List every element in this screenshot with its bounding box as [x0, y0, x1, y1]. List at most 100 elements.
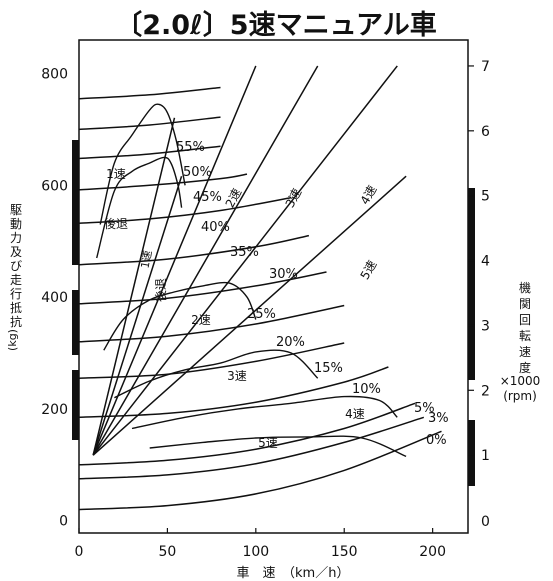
- grade-labels: 55% 50% 45% 40%35% 30% 25%20% 15% 10% 5%3% 0%: [176, 140, 449, 448]
- rpm-line: [92, 65, 398, 456]
- gear-label: 5速: [358, 258, 380, 282]
- grade-label: 0%: [426, 433, 447, 448]
- grade-label: 35%: [230, 245, 259, 260]
- x-tick-label: 150: [331, 544, 358, 560]
- driving-force-curve: [149, 435, 407, 458]
- y-axis-label-char: 力: [10, 231, 22, 245]
- y2-tick-labels: 1 2 3 4 5 6 7 0: [468, 59, 490, 530]
- y2-axis-label-char: 転: [519, 329, 531, 343]
- grade-label: 15%: [314, 361, 343, 376]
- right-axis-bar: [468, 420, 475, 486]
- left-axis-markers: [72, 140, 79, 440]
- left-axis-bar: [72, 140, 79, 265]
- right-axis-markers: [468, 188, 475, 486]
- grade-label: 5%: [414, 401, 435, 416]
- y2-tick-label: 1: [481, 448, 490, 464]
- chart-title: 〔2.0ℓ〕5速マニュアル車: [115, 10, 437, 41]
- grade-label: 3%: [428, 411, 449, 426]
- y2-axis-label-unit: ×1000: [500, 374, 541, 388]
- y-tick-label: 400: [41, 290, 68, 306]
- resistance-curve: [78, 304, 345, 343]
- left-axis-bar: [72, 370, 79, 440]
- resistance-curve: [78, 366, 389, 419]
- rpm-line: [92, 175, 183, 456]
- rpm-line: [92, 65, 319, 456]
- y2-axis-label-char: 回: [519, 313, 531, 327]
- y2-tick-label: 2: [481, 383, 490, 399]
- grade-label: 30%: [269, 267, 298, 282]
- y2-axis-label-char: 関: [519, 297, 531, 311]
- y-axis-label-char: 駆: [10, 203, 22, 217]
- y-axis-label-char: 走: [10, 273, 22, 287]
- driving-force-curve: [114, 349, 319, 399]
- rpm-line: [92, 65, 257, 456]
- resistance-curve: [78, 116, 221, 131]
- grade-label: 40%: [201, 220, 230, 235]
- gear-label: 後退: [104, 217, 128, 231]
- resistance-curve: [78, 430, 442, 511]
- y-axis-label-char: 抗: [10, 314, 22, 329]
- gear-label: 4速: [345, 407, 365, 421]
- gear-label: 後退: [154, 278, 168, 302]
- resistance-curve: [78, 196, 292, 225]
- grade-label: 50%: [183, 165, 212, 180]
- rpm-lines: [92, 65, 407, 456]
- y-tick-label: 200: [41, 402, 68, 418]
- grade-label: 20%: [276, 335, 305, 350]
- rpm-line: [92, 117, 176, 456]
- resistance-curve: [78, 86, 221, 100]
- x-axis-label: 車 速 （km／h）: [237, 566, 350, 581]
- y-axis-label-char: 行: [10, 287, 22, 301]
- x-tick-label: 200: [419, 544, 446, 560]
- gear-label: 5速: [258, 436, 278, 450]
- y-axis-label-unit: (kg): [6, 329, 19, 351]
- driving-force-curve: [96, 156, 183, 259]
- y2-axis-label-char: 速: [519, 345, 531, 359]
- y2-tick-label: 3: [481, 318, 490, 334]
- rpm-line: [92, 175, 407, 456]
- right-axis-bar: [468, 188, 475, 380]
- resistance-curve: [78, 145, 221, 160]
- resistance-curves: [78, 86, 442, 511]
- y-axis-label-char: 及: [10, 245, 22, 259]
- grade-label: 45%: [193, 190, 222, 205]
- y-tick-label: 600: [41, 178, 68, 194]
- gear-label: 2速: [191, 313, 211, 327]
- y-tick-labels: 0 200 400 600 800: [41, 67, 68, 530]
- resistance-curve: [78, 402, 416, 466]
- driving-force-curve: [131, 395, 398, 430]
- resistance-curve: [78, 416, 425, 480]
- resistance-curve: [78, 173, 248, 191]
- driving-force-curve: [99, 103, 186, 225]
- left-axis-bar: [72, 290, 79, 355]
- y-axis-label-char: 抵: [10, 301, 22, 315]
- y2-axis-label-char: 機: [519, 280, 531, 295]
- resistance-curve: [78, 271, 327, 305]
- resistance-curve: [78, 234, 310, 266]
- x-tick-label: 100: [242, 544, 269, 560]
- gear-label: 1速: [106, 167, 126, 181]
- grade-label: 55%: [176, 140, 205, 155]
- gear-label: 1速: [139, 249, 155, 269]
- x-tick-label: 0: [75, 544, 84, 560]
- y-axis-label-char: び: [10, 259, 22, 273]
- x-tick-labels: 0 50 100 150 200: [75, 528, 446, 560]
- y-tick-label: 0: [59, 514, 68, 530]
- grade-label: 10%: [352, 382, 381, 397]
- y2-tick-label: 7: [481, 59, 490, 75]
- plot-frame: [78, 39, 469, 534]
- y2-axis-label-rpm: (rpm): [503, 389, 537, 403]
- y2-tick-label: 6: [481, 124, 490, 140]
- y2-tick-label: 0: [481, 514, 490, 530]
- y2-tick-label: 5: [481, 189, 490, 205]
- gear-label: 3速: [227, 369, 247, 383]
- y2-axis-label-char: 度: [519, 360, 531, 375]
- grade-label: 25%: [247, 307, 276, 322]
- y2-tick-label: 4: [481, 254, 490, 270]
- y-axis-label-char: 動: [10, 217, 22, 231]
- y-tick-label: 800: [41, 67, 68, 83]
